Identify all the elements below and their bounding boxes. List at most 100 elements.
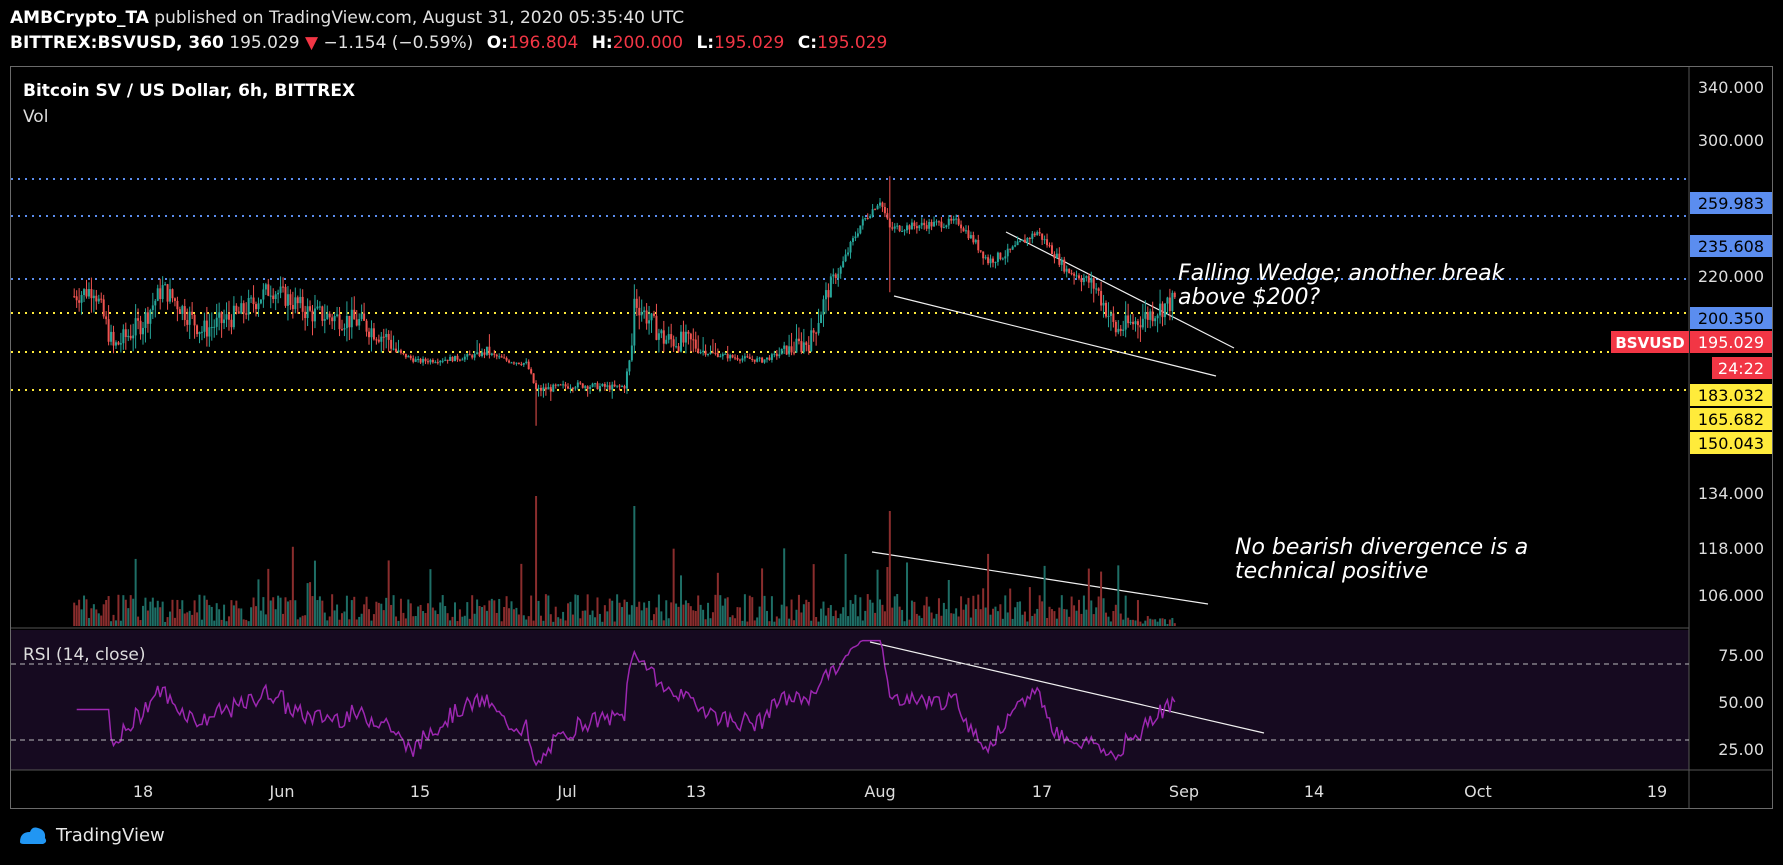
- volume-bar-93: [301, 615, 304, 626]
- volume-bar-219: [611, 600, 614, 626]
- candle-324: [869, 214, 872, 219]
- author-name[interactable]: AMBCrypto_TA: [10, 8, 149, 28]
- candle-157: [458, 358, 461, 362]
- volume-bar-346: [923, 605, 926, 626]
- volume-bar-324: [869, 599, 872, 626]
- volume-bar-153: [449, 620, 452, 626]
- candle-349: [930, 219, 933, 231]
- candle-27: [139, 315, 142, 340]
- volume-bar-104: [328, 616, 331, 626]
- candle-411: [1082, 273, 1085, 286]
- candle-327: [876, 203, 879, 210]
- volume-bar-192: [544, 594, 547, 626]
- candle-172: [495, 353, 498, 360]
- symbol-label[interactable]: BITTREX:BSVUSD, 360: [10, 33, 224, 53]
- volume-bar-428: [1124, 595, 1127, 626]
- volume-bar-418: [1100, 571, 1103, 626]
- volume-bar-189: [537, 600, 540, 626]
- candle-205: [576, 380, 579, 390]
- candle-10: [97, 294, 100, 305]
- candle-64: [230, 314, 233, 335]
- volume-bar-277: [753, 620, 756, 626]
- candle-299: [807, 336, 810, 355]
- candle-102: [323, 304, 326, 334]
- volume-bar-221: [616, 594, 619, 626]
- volume-bar-78: [264, 614, 267, 626]
- candle-119: [365, 318, 368, 337]
- candle-301: [812, 327, 815, 342]
- candle-408: [1075, 270, 1078, 279]
- candle-347: [925, 220, 928, 232]
- candle-350: [933, 216, 936, 227]
- candle-260: [711, 339, 714, 354]
- candle-150: [441, 358, 444, 364]
- candle-11: [100, 292, 103, 303]
- volume-bar-157: [458, 609, 461, 626]
- candle-23: [129, 324, 132, 341]
- volume-bar-232: [643, 602, 646, 626]
- candle-308: [829, 273, 832, 298]
- volume-bar-240: [662, 620, 665, 626]
- candle-390: [1031, 231, 1034, 244]
- volume-bar-228: [633, 506, 636, 626]
- candle-42: [176, 296, 179, 322]
- volume-bar-365: [969, 617, 972, 626]
- volume-bar-101: [321, 600, 324, 626]
- candle-336: [898, 224, 901, 233]
- volume-bar-173: [498, 598, 501, 626]
- candle-235: [650, 313, 653, 333]
- candle-367: [974, 238, 977, 245]
- volume-bar-413: [1087, 568, 1090, 626]
- candle-122: [372, 322, 375, 341]
- footer-brand[interactable]: TradingView: [56, 824, 165, 846]
- volume-bar-217: [606, 611, 609, 626]
- candle-435: [1141, 303, 1144, 330]
- volume-bar-393: [1038, 595, 1041, 626]
- volume-bar-166: [481, 607, 484, 626]
- candle-404: [1065, 265, 1068, 278]
- candle-59: [218, 302, 221, 331]
- candle-416: [1095, 283, 1098, 294]
- candle-431: [1132, 313, 1135, 330]
- candle-61: [223, 309, 226, 330]
- wedge-lower-line[interactable]: [893, 295, 1217, 377]
- volume-bar-296: [800, 612, 803, 626]
- candle-233: [645, 303, 648, 330]
- candle-222: [618, 384, 621, 391]
- volume-bar-131: [395, 616, 398, 626]
- volume-bar-408: [1075, 610, 1078, 626]
- volume-trend-line[interactable]: [871, 551, 1209, 605]
- candle-125: [380, 331, 383, 353]
- volume-bar-295: [797, 594, 800, 626]
- candle-420: [1105, 300, 1108, 319]
- volume-bar-229: [635, 606, 638, 626]
- candle-397: [1048, 242, 1051, 248]
- wedge-annotation-line2: above $200?: [1178, 285, 1320, 310]
- y-tick-106: 106.000: [1698, 586, 1764, 605]
- volume-bar-204: [574, 594, 577, 626]
- candle-381: [1009, 248, 1012, 253]
- volume-bar-44: [181, 600, 184, 626]
- candle-354: [942, 223, 945, 229]
- candle-78: [264, 282, 267, 296]
- volume-bar-350: [933, 618, 936, 626]
- volume-bar-75: [257, 579, 260, 626]
- volume-bar-290: [785, 606, 788, 626]
- candle-283: [768, 355, 771, 361]
- candle-115: [355, 310, 358, 327]
- chart-frame: [10, 66, 1773, 809]
- volume-bar-281: [763, 595, 766, 626]
- tradingview-logo-icon[interactable]: [18, 824, 48, 846]
- volume-bar-317: [851, 603, 854, 626]
- candle-161: [468, 350, 471, 356]
- volume-bar-287: [778, 618, 781, 626]
- rsi-trend-line[interactable]: [869, 641, 1265, 734]
- wedge-upper-line[interactable]: [1005, 231, 1235, 349]
- down-arrow-icon: ▼: [304, 33, 319, 53]
- candle-355: [945, 224, 948, 229]
- candle-306: [824, 282, 827, 314]
- volume-bar-224: [623, 599, 626, 626]
- volume-bar-360: [957, 616, 960, 626]
- candle-66: [235, 303, 238, 315]
